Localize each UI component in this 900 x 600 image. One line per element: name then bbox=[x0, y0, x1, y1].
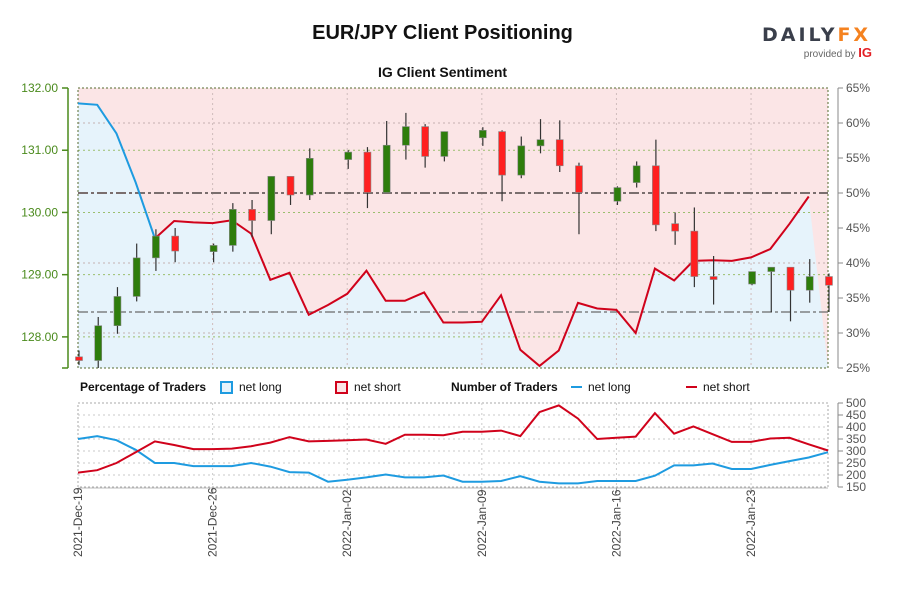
candlestick bbox=[690, 230, 699, 277]
net-short-line-icon bbox=[686, 386, 697, 388]
date-tick-label: 2022-Jan-02 bbox=[340, 489, 354, 557]
net-long-pct-line bbox=[77, 102, 156, 239]
candlestick bbox=[517, 145, 526, 176]
traders-tick-label: 500 bbox=[846, 396, 866, 410]
candlestick bbox=[825, 276, 833, 286]
pct-tick-label: 50% bbox=[846, 186, 870, 200]
pct-tick-label: 45% bbox=[846, 221, 870, 235]
chart-title: EUR/JPY Client Positioning bbox=[312, 22, 573, 44]
traders-plot-border bbox=[77, 402, 829, 488]
pct-tick-label: 30% bbox=[846, 326, 870, 340]
legend-num-short-label: net short bbox=[703, 380, 750, 394]
candlestick bbox=[171, 235, 179, 252]
legend-num-short: net short bbox=[686, 380, 750, 394]
traders-tick-label: 200 bbox=[846, 468, 866, 482]
candlestick bbox=[767, 266, 776, 272]
legend-pct-title: Percentage of Traders bbox=[80, 380, 206, 394]
candlestick bbox=[709, 276, 718, 280]
pct-tick-label: 65% bbox=[846, 81, 870, 95]
pct-tick-label: 25% bbox=[846, 361, 870, 375]
candlestick bbox=[267, 176, 276, 221]
candlestick bbox=[421, 126, 429, 157]
price-tick-label: 131.00 bbox=[21, 143, 58, 157]
candlestick bbox=[402, 126, 410, 146]
candlestick bbox=[344, 151, 353, 160]
candlestick bbox=[786, 266, 795, 291]
traders-tick-label: 300 bbox=[846, 444, 866, 458]
legend-pct-short: net short bbox=[335, 380, 401, 394]
date-tick-label: 2021-Dec-19 bbox=[71, 487, 85, 557]
legend-pct-long: net long bbox=[220, 380, 282, 394]
logo-provided-by: provided by bbox=[803, 49, 856, 60]
candlestick bbox=[555, 139, 564, 167]
candlestick bbox=[479, 130, 487, 139]
date-tick-label: 2022-Jan-09 bbox=[475, 489, 489, 557]
candlestick bbox=[440, 131, 449, 157]
candlestick bbox=[363, 151, 372, 193]
candlestick bbox=[229, 209, 237, 246]
pct-tick-label: 60% bbox=[846, 116, 870, 130]
pct-tick-label: 35% bbox=[846, 291, 870, 305]
candlestick bbox=[671, 223, 679, 232]
candlestick bbox=[498, 131, 506, 176]
legend-pct-short-label: net short bbox=[354, 380, 401, 394]
plot-border bbox=[77, 87, 829, 369]
price-tick-label: 130.00 bbox=[21, 205, 58, 219]
net-long-line-icon bbox=[571, 386, 582, 388]
legend-pct-long-label: net long bbox=[239, 380, 282, 394]
pct-tick-label: 40% bbox=[846, 256, 870, 270]
candlestick bbox=[652, 165, 660, 226]
candlestick bbox=[94, 325, 103, 361]
logo-dailyfx-right: FX bbox=[837, 24, 872, 46]
candlestick bbox=[286, 176, 295, 196]
candlestick bbox=[748, 271, 756, 285]
price-tick-label: 129.00 bbox=[21, 268, 58, 282]
candlestick bbox=[382, 144, 391, 193]
price-tick-label: 128.00 bbox=[21, 330, 58, 344]
candlestick bbox=[209, 245, 218, 252]
candlestick bbox=[613, 187, 622, 202]
candlestick bbox=[536, 139, 545, 147]
legend-num-title: Number of Traders bbox=[451, 380, 558, 394]
traders-tick-label: 150 bbox=[846, 480, 866, 494]
net-long-count-line bbox=[77, 435, 829, 485]
candlestick bbox=[805, 276, 814, 291]
candlestick bbox=[113, 296, 122, 326]
candlestick bbox=[75, 356, 83, 361]
logo-dailyfx-left: DAILY bbox=[762, 24, 838, 46]
date-tick-label: 2021-Dec-26 bbox=[206, 487, 220, 557]
chart-subtitle: IG Client Sentiment bbox=[377, 64, 508, 80]
candlestick bbox=[575, 165, 583, 193]
candlestick bbox=[305, 158, 314, 196]
legend-num-long: net long bbox=[571, 380, 631, 394]
legend-num-title-text: Number of Traders bbox=[451, 380, 558, 394]
candlestick bbox=[248, 209, 256, 221]
date-tick-label: 2022-Jan-23 bbox=[744, 489, 758, 557]
net-short-count-line bbox=[77, 404, 829, 474]
candlestick bbox=[152, 235, 160, 259]
net-short-swatch-icon bbox=[335, 380, 348, 394]
candlestick bbox=[132, 257, 141, 297]
traders-tick-label: 250 bbox=[846, 456, 866, 470]
candlestick bbox=[632, 165, 641, 183]
legend-num-long-label: net long bbox=[588, 380, 631, 394]
legend-pct-title-text: Percentage of Traders bbox=[80, 380, 207, 394]
logo-ig: IG bbox=[858, 45, 872, 60]
price-tick-label: 132.00 bbox=[21, 81, 58, 95]
net-short-pct-line bbox=[154, 195, 810, 368]
dailyfx-logo: DAILYFX provided by IG bbox=[762, 24, 872, 60]
net-long-swatch-icon bbox=[220, 380, 233, 394]
pct-tick-label: 55% bbox=[846, 151, 870, 165]
net-long-area bbox=[78, 103, 828, 369]
traders-tick-label: 450 bbox=[846, 408, 866, 422]
traders-tick-label: 400 bbox=[846, 420, 866, 434]
date-tick-label: 2022-Jan-16 bbox=[609, 489, 623, 557]
traders-tick-label: 350 bbox=[846, 432, 866, 446]
